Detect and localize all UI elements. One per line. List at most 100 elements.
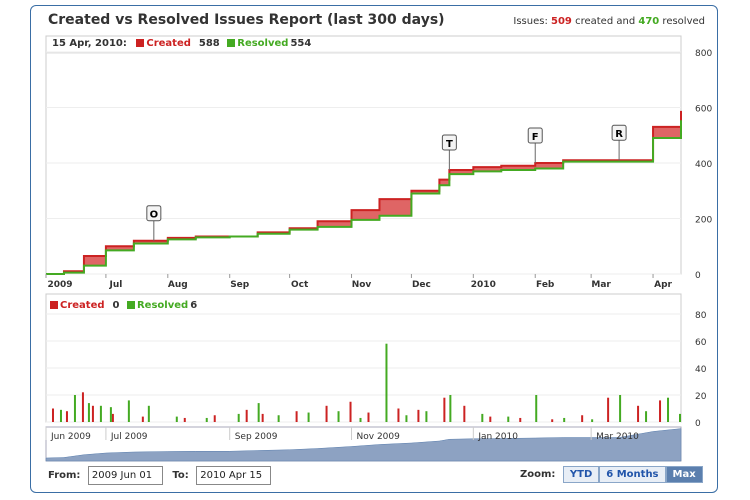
resolved-bar (385, 343, 388, 422)
top-y-tick-label: 600 (695, 105, 712, 115)
created-bar (367, 412, 370, 422)
created-bar (141, 416, 144, 422)
created-resolved-gap-area (46, 110, 681, 274)
zoom-6-months-button[interactable]: 6 Months (599, 466, 666, 483)
flag-label: F (532, 132, 539, 143)
date-range-controls: From: 2009 Jun 01 To: 2010 Apr 15 (48, 466, 272, 485)
resolved-bar (175, 416, 178, 422)
resolved-bar (449, 395, 452, 422)
resolved-bar (645, 411, 648, 422)
resolved-bar (73, 395, 76, 422)
top-legend: 15 Apr, 2010: Created 588 Resolved 554 (52, 38, 315, 49)
created-series-line (46, 110, 682, 275)
resolved-bar (127, 400, 130, 422)
top-plot-frame (45, 35, 682, 275)
navigator-label: Jul 2009 (110, 432, 148, 442)
bottom-y-tick-label: 20 (695, 392, 707, 402)
to-date-input[interactable]: 2010 Apr 15 (196, 466, 272, 485)
resolved-bar (535, 395, 538, 422)
x-tick-label: 2010 (471, 280, 496, 290)
resolved-series-line (46, 120, 682, 275)
created-bar (463, 405, 466, 422)
x-tick-label: Mar (591, 280, 611, 290)
report-title: Created vs Resolved Issues Report (last … (48, 12, 445, 28)
zoom-controls: Zoom: YTD 6 Months Max (520, 466, 703, 483)
resolved-bar (87, 403, 90, 422)
bottom-y-tick-label: 80 (695, 311, 707, 321)
from-date-input[interactable]: 2009 Jun 01 (87, 466, 163, 485)
created-bar (325, 405, 328, 422)
legend-date: 15 Apr, 2010: (52, 38, 127, 49)
bottom-y-tick-label: 40 (695, 365, 707, 375)
top-y-tick-label: 0 (695, 271, 701, 281)
x-tick-label: Sep (230, 280, 250, 290)
summary-created-count: 509 (551, 16, 572, 27)
legend-created-label: Created (60, 300, 105, 311)
from-label: From: (48, 470, 81, 481)
created-bar (245, 409, 248, 422)
navigator-label: Jun 2009 (50, 432, 91, 442)
navigator-label: Sep 2009 (235, 432, 278, 442)
resolved-bar (405, 415, 408, 422)
created-bar (295, 411, 298, 422)
created-bar (111, 413, 114, 422)
legend-resolved-label: Resolved (237, 38, 289, 49)
top-y-tick-label: 800 (695, 49, 712, 59)
issues-summary: Issues: 509 created and 470 resolved (513, 16, 705, 27)
flag-marker (441, 134, 457, 151)
created-swatch-icon (136, 39, 145, 47)
created-bar (659, 400, 662, 422)
created-bar (51, 408, 54, 422)
resolved-swatch-icon (126, 301, 135, 309)
created-bar (607, 397, 610, 422)
zoom-max-button[interactable]: Max (665, 466, 703, 483)
zoom-label: Zoom: (520, 469, 556, 480)
x-tick-label: Apr (654, 280, 672, 290)
navigator-area (45, 428, 682, 462)
created-bar (65, 411, 68, 422)
resolved-bar (147, 405, 150, 422)
resolved-bar (563, 417, 566, 422)
bottom-y-tick-label: 60 (695, 338, 707, 348)
resolved-bar (507, 416, 510, 422)
legend-created-value: 0 (112, 300, 120, 311)
resolved-bar (591, 419, 594, 422)
flag-marker (611, 124, 627, 141)
top-y-tick-label: 400 (695, 160, 712, 170)
created-bar (183, 417, 186, 422)
summary-resolved-count: 470 (638, 16, 660, 27)
resolved-bar (99, 405, 102, 422)
bottom-legend: Created 0 Resolved 6 (50, 300, 201, 311)
report-panel (30, 5, 718, 493)
x-tick-label: Aug (168, 280, 188, 290)
created-bar (443, 397, 446, 422)
resolved-bar (425, 411, 428, 422)
x-tick-label: Nov (352, 280, 372, 290)
created-bar (397, 408, 400, 422)
x-tick-label: Feb (536, 280, 555, 290)
resolved-bar (59, 409, 62, 422)
x-tick-label: 2009 (47, 280, 72, 290)
resolved-bar (307, 412, 310, 422)
navigator-label: Jan 2010 (477, 432, 518, 442)
legend-resolved-value: 554 (290, 38, 312, 49)
resolved-bar (337, 411, 340, 422)
resolved-bar (667, 397, 670, 422)
zoom-ytd-button[interactable]: YTD (562, 466, 600, 483)
resolved-bar (257, 403, 260, 422)
bottom-y-tick-label: 0 (695, 419, 701, 429)
flag-label: O (150, 210, 159, 221)
flag-marker (146, 205, 162, 222)
created-bar (489, 416, 492, 422)
flag-label: T (446, 139, 453, 150)
navigator-label: Nov 2009 (357, 432, 401, 442)
legend-resolved-label: Resolved (136, 300, 189, 311)
resolved-bar (205, 417, 208, 422)
created-bar (417, 409, 420, 422)
bottom-plot-frame (45, 293, 682, 423)
created-bar (349, 401, 352, 422)
created-swatch-icon (50, 301, 58, 309)
resolved-bar (679, 413, 682, 422)
created-bar (637, 405, 640, 422)
